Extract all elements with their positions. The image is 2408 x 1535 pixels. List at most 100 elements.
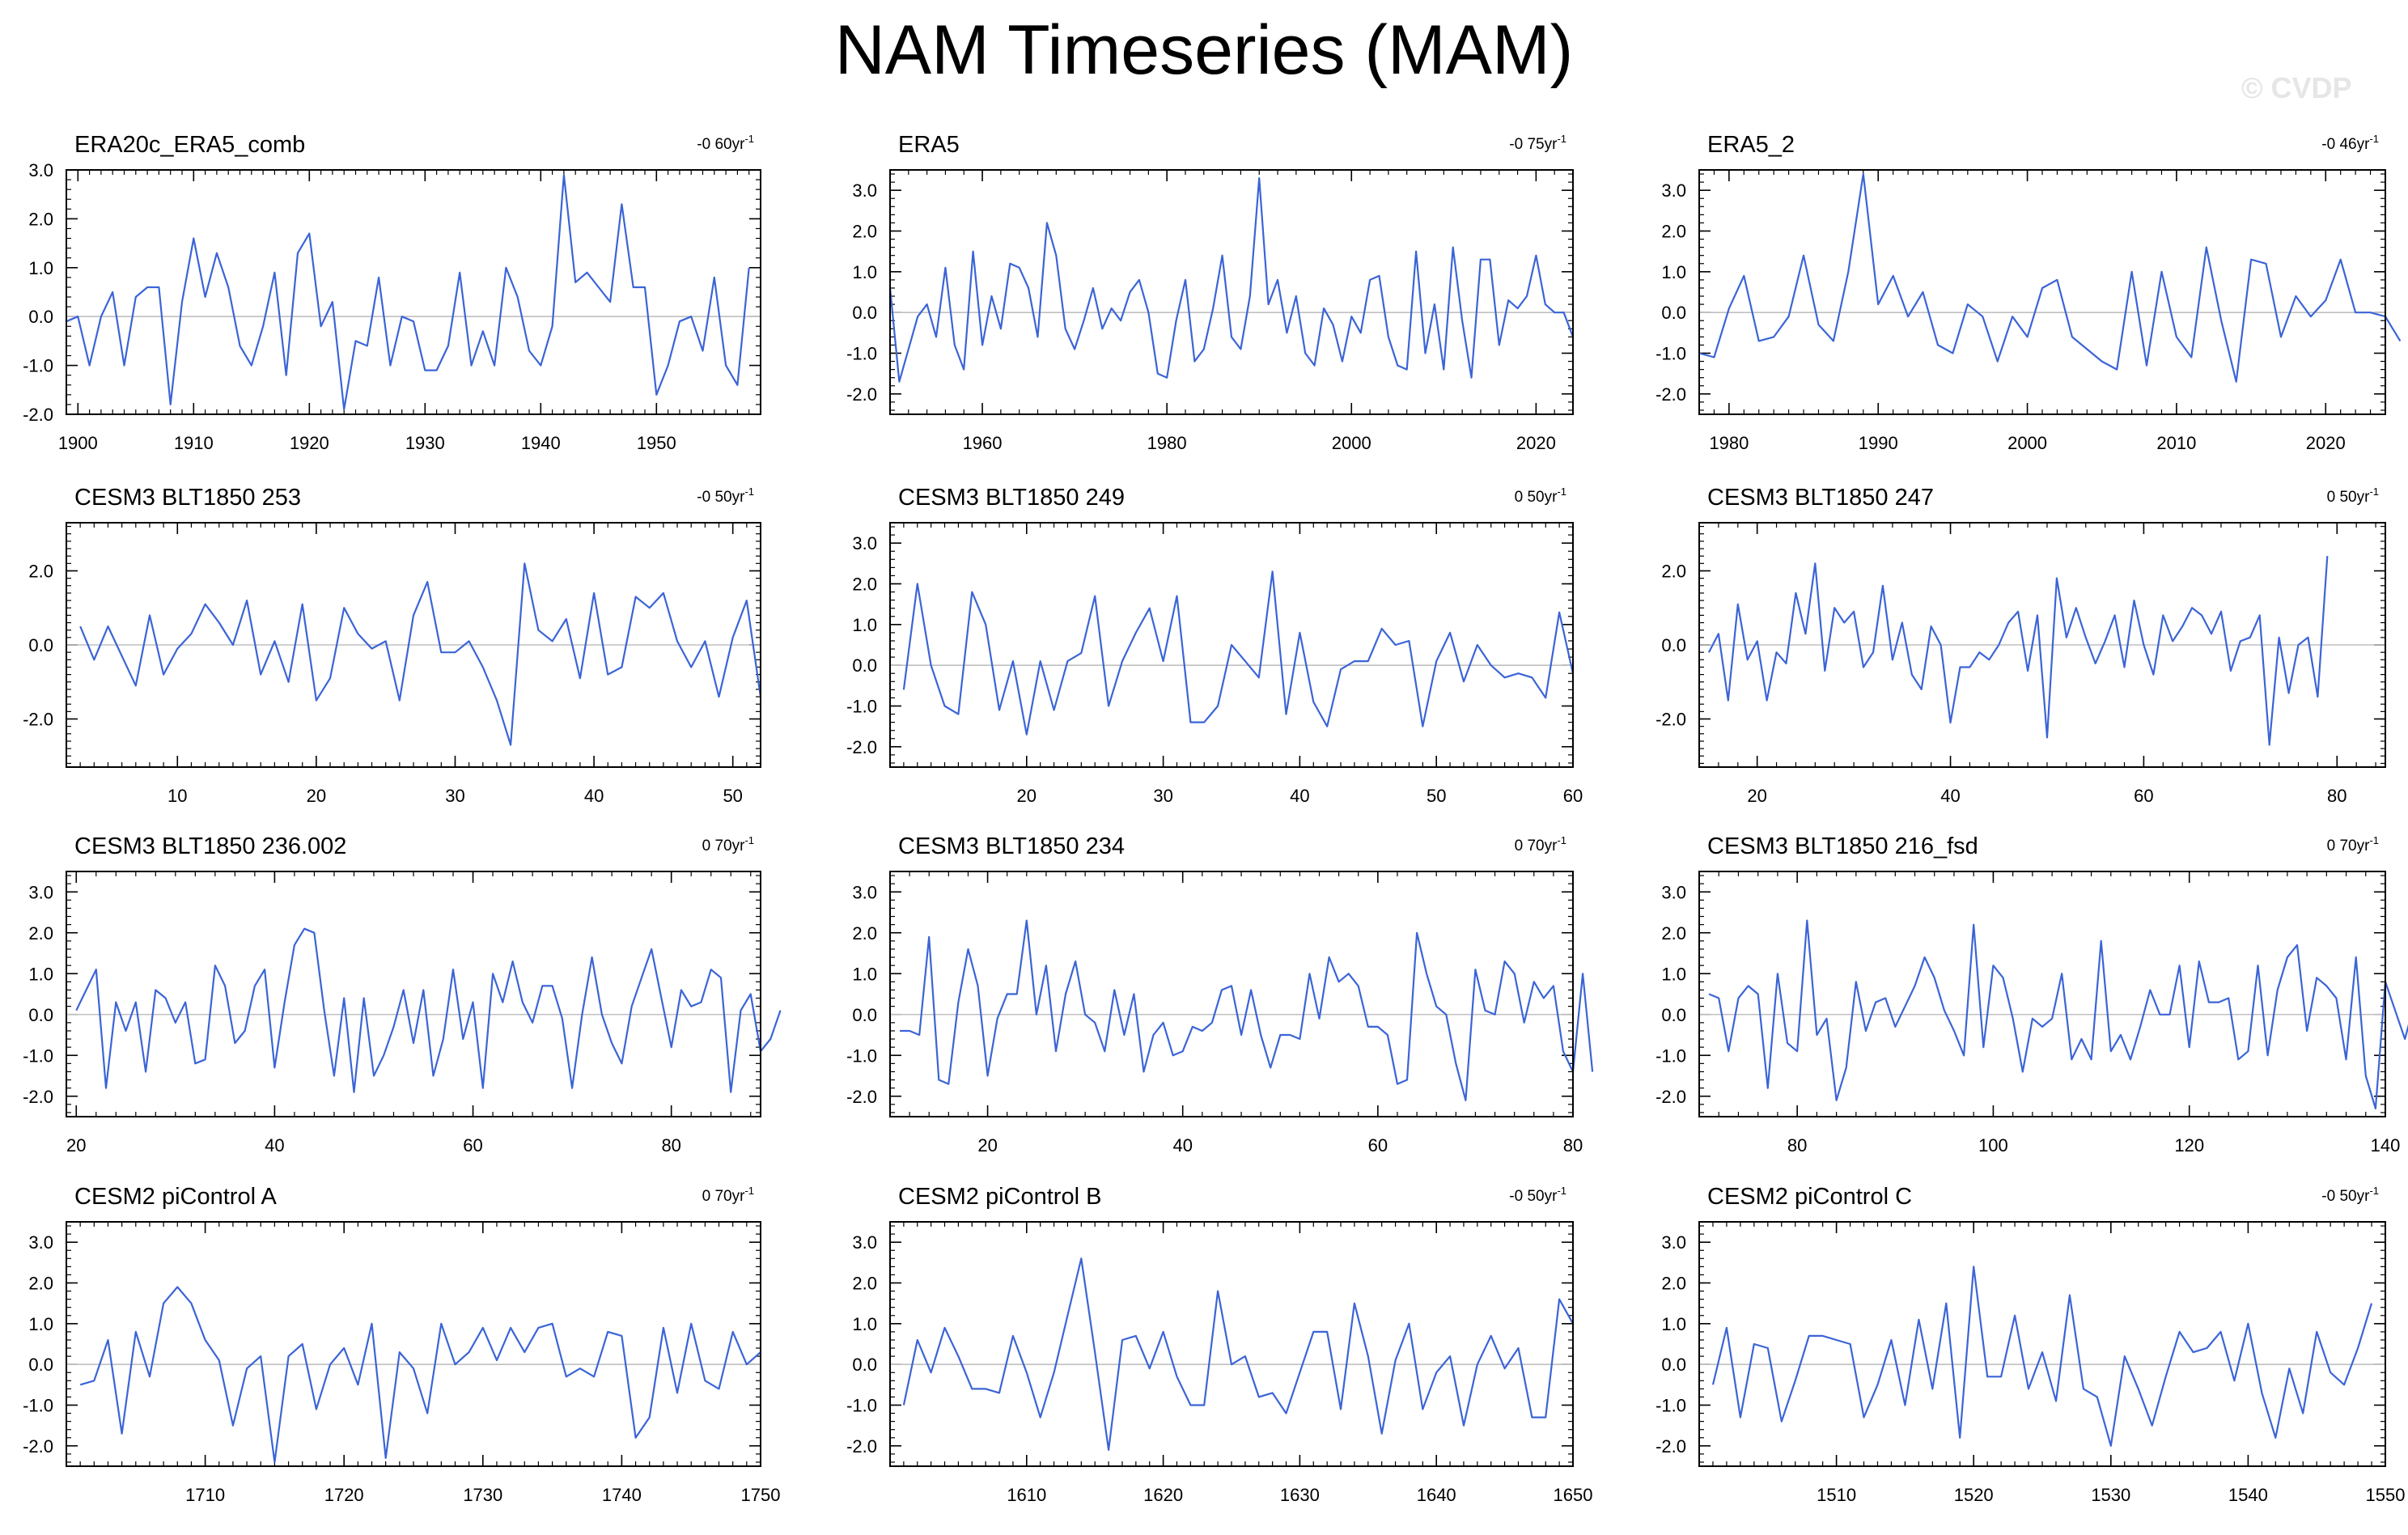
y-tick-label: 2.0 [1661,1274,1686,1294]
y-tick-label: -1.0 [846,1045,877,1066]
y-tick-label: 1.0 [28,1314,53,1334]
y-tick-label: 0.0 [1661,1355,1686,1375]
y-tick-label: 3.0 [1661,1232,1686,1253]
plot-frame [889,871,1574,1117]
x-tick-label: 50 [723,786,742,806]
y-tick-label: 1.0 [852,262,877,282]
panel-9: CESM3 BLT1850 216_fsd 0 70yr-1 80 100 120 140… [1656,833,2408,1155]
y-tick-label: -1.0 [846,697,877,717]
y-tick-label: -2.0 [846,1436,877,1457]
y-tick-label: 2.0 [1661,923,1686,943]
x-tick-label: 40 [584,786,604,806]
panel-4: CESM3 BLT1850 253 -0 50yr-1 10 20 30 40 50 2.0 0… [23,485,762,806]
y-tick-label: 0.0 [852,303,877,323]
y-tick-label: -1.0 [23,356,53,376]
x-tick-label: 1510 [1817,1485,1856,1505]
y-tick-label: 1.0 [28,258,53,278]
y-tick-label: -2.0 [1656,1436,1686,1457]
x-tick-label: 1730 [463,1485,502,1505]
x-tick-label: 1950 [637,433,676,453]
x-tick-label: 20 [307,786,326,806]
y-tick-label: 3.0 [852,882,877,902]
y-tick-label: -2.0 [1656,710,1686,730]
trend-label: 0 70yr-1 [1515,834,1566,854]
y-tick-label: 0.0 [28,635,53,655]
x-tick-label: 20 [1017,786,1037,806]
panel-title: ERA5 [898,132,960,158]
panel-title: ERA20c_ERA5_comb [74,132,305,158]
x-tick-label: 1740 [602,1485,642,1505]
y-tick-label: -1.0 [846,1396,877,1416]
y-tick-label: 3.0 [28,160,53,180]
x-tick-label: 60 [2134,786,2153,806]
plot-frame [889,169,1574,415]
trend-label: 0 70yr-1 [702,834,754,854]
plot-frame [66,169,761,415]
y-tick-label: 1.0 [852,1314,877,1334]
series-line [66,173,750,411]
series-line [79,1286,761,1464]
y-tick-label: -1.0 [23,1045,53,1066]
y-tick-label: 3.0 [28,1232,53,1253]
series-line [1707,556,2329,746]
y-tick-label: 1.0 [1661,262,1686,282]
panel-title: CESM3 BLT1850 216_fsd [1707,833,1978,859]
x-tick-label: 60 [463,1135,482,1155]
x-tick-label: 80 [2327,786,2347,806]
y-tick-label: -2.0 [846,384,877,405]
series-line [888,177,1575,383]
x-tick-label: 1980 [1709,433,1749,453]
x-tick-label: 100 [1978,1135,2008,1155]
trend-label: 0 70yr-1 [2327,834,2379,854]
y-tick-label: 0.0 [28,307,53,327]
series-line [1698,172,2402,383]
y-tick-label: 2.0 [28,209,53,229]
y-tick-label: -2.0 [1656,1087,1686,1107]
panel-10: CESM2 piControl A 0 70yr-1 1710 1720 1730 174… [23,1184,780,1505]
y-tick-label: 0.0 [1661,635,1686,655]
y-tick-label: -1.0 [846,344,877,364]
y-tick-label: 1.0 [1661,964,1686,984]
panel-5: CESM3 BLT1850 249 0 50yr-1 20 30 40 50 60 3.0 2.… [846,485,1583,806]
y-tick-label: -1.0 [1656,344,1686,364]
x-tick-label: 1940 [521,433,561,453]
series-line [902,1257,1574,1452]
trend-label: 0 50yr-1 [2327,486,2379,506]
panel-title: CESM3 BLT1850 234 [898,833,1125,859]
panel-title: CESM3 BLT1850 253 [74,485,301,511]
x-tick-label: 60 [1368,1135,1388,1155]
x-tick-label: 20 [66,1135,86,1155]
x-tick-label: 1620 [1143,1485,1183,1505]
x-tick-label: 20 [977,1135,997,1155]
y-tick-label: 3.0 [1661,180,1686,201]
y-tick-label: -2.0 [846,1087,877,1107]
x-tick-label: 2000 [1332,433,1371,453]
x-tick-label: 1920 [290,433,329,453]
y-tick-label: 3.0 [852,180,877,201]
trend-label: -0 50yr-1 [1509,1185,1566,1205]
y-tick-label: 2.0 [852,923,877,943]
x-tick-label: 30 [1153,786,1172,806]
trend-label: -0 50yr-1 [2321,1185,2379,1205]
x-tick-label: 40 [1290,786,1309,806]
y-tick-label: 2.0 [28,923,53,943]
x-tick-label: 2020 [2306,433,2346,453]
y-tick-label: 3.0 [28,882,53,902]
panel-6: CESM3 BLT1850 247 0 50yr-1 20 40 60 80 2.0 0.0 -… [1656,485,2386,806]
y-tick-label: 0.0 [852,1005,877,1025]
y-tick-label: 0.0 [1661,303,1686,323]
x-tick-label: 2020 [1516,433,1556,453]
x-tick-label: 1520 [1954,1485,1994,1505]
y-tick-label: -1.0 [1656,1045,1686,1066]
x-tick-label: 40 [265,1135,284,1155]
x-tick-label: 1980 [1147,433,1187,453]
panel-title: ERA5_2 [1707,132,1795,158]
y-tick-label: 0.0 [28,1355,53,1375]
trend-label: -0 46yr-1 [2321,133,2379,153]
x-tick-label: 80 [1787,1135,1807,1155]
x-tick-label: 40 [1172,1135,1192,1155]
x-tick-label: 1900 [58,433,98,453]
y-tick-label: -1.0 [1656,1396,1686,1416]
series-line [75,927,782,1093]
